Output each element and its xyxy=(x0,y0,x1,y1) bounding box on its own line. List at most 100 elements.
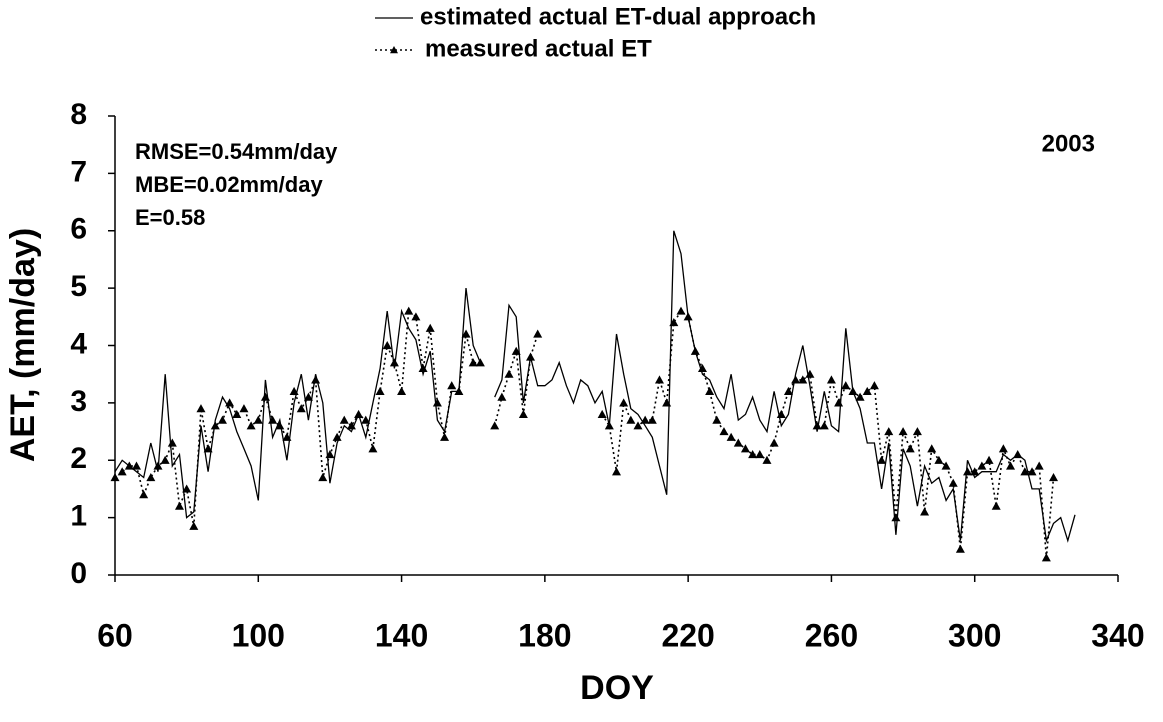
data-point xyxy=(970,467,980,476)
data-point xyxy=(912,427,922,436)
data-point xyxy=(332,432,342,441)
data-point xyxy=(533,329,543,338)
data-point xyxy=(991,501,1001,510)
annotation: RMSE=0.54mm/day xyxy=(135,139,338,164)
data-point xyxy=(354,409,364,418)
data-point xyxy=(196,404,206,413)
data-point xyxy=(612,467,621,476)
data-point xyxy=(626,415,636,424)
data-point xyxy=(246,421,256,430)
data-point xyxy=(346,421,356,430)
data-point xyxy=(440,432,450,441)
data-point xyxy=(318,472,328,482)
data-point xyxy=(418,363,428,373)
annotation: MBE=0.02mm/day xyxy=(135,172,323,197)
data-point xyxy=(662,398,672,407)
data-point xyxy=(654,375,664,384)
data-point xyxy=(927,444,937,453)
data-point xyxy=(941,461,951,470)
data-point xyxy=(791,375,801,384)
data-point xyxy=(325,450,335,459)
data-point xyxy=(210,421,220,430)
data-point xyxy=(375,386,385,395)
data-point xyxy=(110,472,120,482)
data-point xyxy=(217,415,227,424)
data-point xyxy=(948,478,958,487)
data-point xyxy=(1027,467,1037,476)
data-point xyxy=(1049,472,1059,482)
y-tick-label: 0 xyxy=(70,557,87,590)
data-point xyxy=(189,521,199,530)
data-point xyxy=(461,329,471,338)
data-point xyxy=(432,398,442,407)
data-point xyxy=(877,455,887,464)
data-point xyxy=(955,544,965,553)
data-point xyxy=(755,450,765,459)
data-point xyxy=(841,381,851,390)
data-point xyxy=(920,507,930,516)
data-point xyxy=(311,375,321,384)
data-point xyxy=(490,421,500,430)
data-point xyxy=(153,461,163,470)
data-point xyxy=(748,450,758,459)
data-point xyxy=(397,386,407,395)
data-point xyxy=(819,421,829,430)
data-point xyxy=(669,318,679,327)
data-point xyxy=(604,421,614,430)
data-point xyxy=(719,427,729,436)
data-point xyxy=(124,461,134,470)
data-point xyxy=(182,484,192,493)
y-tick-label: 7 xyxy=(70,155,87,188)
data-point xyxy=(697,363,707,373)
data-point xyxy=(762,455,772,464)
y-tick-label: 5 xyxy=(70,270,87,303)
data-point xyxy=(869,381,879,390)
x-tick-label: 60 xyxy=(97,617,133,653)
data-point xyxy=(640,415,650,424)
data-point xyxy=(454,386,464,395)
data-point xyxy=(676,306,686,315)
x-tick-label: 140 xyxy=(375,617,428,653)
x-tick-label: 340 xyxy=(1091,617,1144,653)
data-point xyxy=(260,392,270,401)
data-point xyxy=(647,415,657,424)
data-point xyxy=(425,323,435,332)
data-point xyxy=(826,375,836,384)
data-point xyxy=(275,421,285,430)
data-point xyxy=(619,398,629,407)
legend-label: measured actual ET xyxy=(425,35,652,62)
data-point xyxy=(167,438,177,447)
data-point xyxy=(203,444,213,453)
data-point xyxy=(504,369,514,378)
y-axis-label: AET, (mm/day) xyxy=(4,228,42,462)
data-point xyxy=(232,409,242,418)
legend-label: estimated actual ET-dual approach xyxy=(420,3,816,30)
data-point xyxy=(117,467,127,476)
data-point xyxy=(131,461,141,470)
data-point xyxy=(1006,461,1016,470)
data-point xyxy=(769,438,779,447)
data-point xyxy=(712,415,722,424)
data-point xyxy=(468,358,478,367)
y-tick-label: 2 xyxy=(70,442,87,475)
x-tick-label: 260 xyxy=(805,617,858,653)
data-point xyxy=(382,341,392,350)
x-axis-label: DOY xyxy=(580,669,654,707)
series-line xyxy=(114,230,1076,544)
data-point xyxy=(339,415,349,424)
y-tick-label: 6 xyxy=(70,213,87,246)
data-point xyxy=(1020,467,1030,476)
data-point xyxy=(368,444,378,453)
data-point xyxy=(633,421,643,430)
data-point xyxy=(518,409,528,418)
data-point xyxy=(884,427,894,436)
data-point xyxy=(447,381,457,390)
data-point xyxy=(776,409,786,418)
x-tick-label: 220 xyxy=(661,617,714,653)
data-point xyxy=(783,386,793,395)
data-point xyxy=(146,472,156,482)
data-point xyxy=(475,358,485,367)
data-point xyxy=(733,438,743,447)
data-point xyxy=(812,421,822,430)
